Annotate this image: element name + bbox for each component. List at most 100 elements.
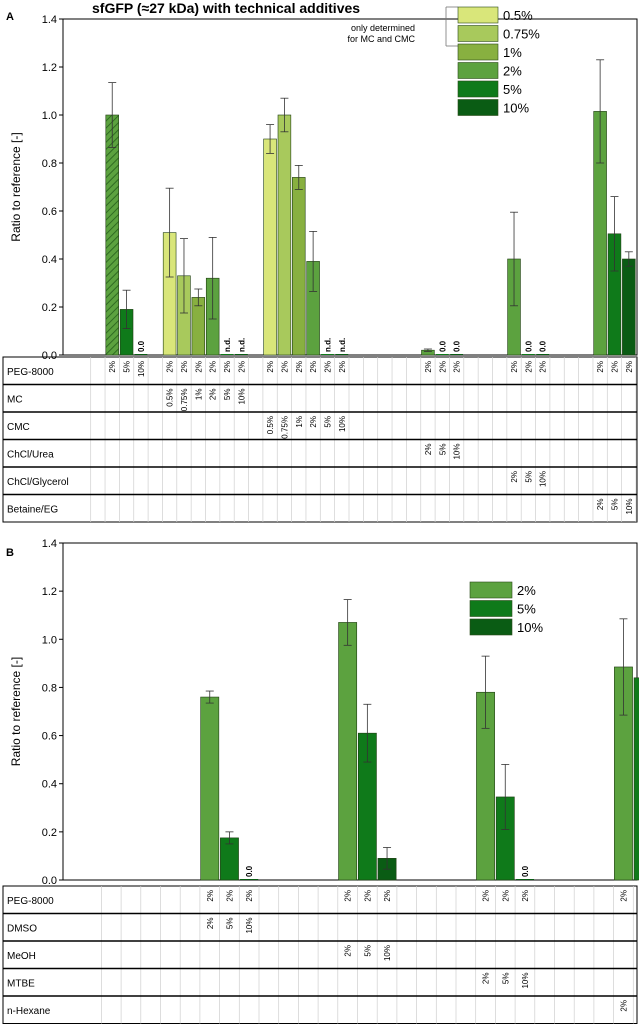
table-cell: 10% (137, 361, 146, 377)
legend-swatch (469, 581, 513, 599)
bar-data-label: n.d. (223, 338, 232, 352)
table-cell: 2% (309, 361, 318, 373)
legend-swatch (469, 618, 513, 636)
table-cell: 10% (625, 499, 634, 515)
table-cell: 2% (619, 890, 628, 902)
bar-data-label: n.d. (323, 338, 332, 352)
table-cell: 2% (108, 361, 117, 373)
y-tick-label: 1.0 (42, 110, 57, 122)
table-cell: 2% (344, 945, 353, 957)
y-axis-label: Ratio to reference [-] (9, 657, 23, 766)
table-cell: 2% (424, 444, 433, 456)
legend-label: 2% (517, 583, 536, 598)
bar (292, 177, 306, 356)
bar-data-label: 0.0 (453, 340, 462, 352)
y-tick-label: 1.4 (42, 538, 57, 550)
table-row-label: ChCl/Glycerol (7, 477, 69, 488)
bar (321, 354, 334, 355)
table-cell: 2% (194, 361, 203, 373)
table-cell: 2% (482, 890, 491, 902)
table-cell: 2% (223, 361, 232, 373)
table-cell: 2% (510, 471, 519, 483)
bar-data-label: 0.0 (137, 340, 146, 352)
table-cell: 2% (166, 361, 175, 373)
table-cell: 10% (383, 945, 392, 961)
chart-title-a: sfGFP (≈27 kDa) with technical additives (92, 0, 360, 16)
bar (633, 677, 639, 881)
legend-label: 10% (503, 101, 529, 116)
table-cell: 5% (223, 389, 232, 401)
table-cell: 5% (501, 973, 510, 985)
y-tick-label: 0.2 (42, 302, 57, 314)
table-cell: 2% (501, 890, 510, 902)
table-cell: 5% (323, 416, 332, 428)
y-tick-label: 1.2 (42, 586, 57, 598)
table-cell: 2% (245, 890, 254, 902)
table-cell: 10% (338, 416, 347, 432)
bar (105, 114, 119, 356)
table-cell: 0.75% (280, 416, 289, 439)
table-cell: 2% (209, 389, 218, 401)
table-row-label: MTBE (7, 978, 35, 989)
legend-label: 1% (503, 45, 522, 60)
table-cell: 5% (225, 918, 234, 930)
legend-label: 5% (517, 602, 536, 617)
table-cell: 5% (438, 444, 447, 456)
table-row-label: ChCl/Urea (7, 449, 54, 460)
table-cell: 2% (338, 361, 347, 373)
table-cell: 2% (323, 361, 332, 373)
y-tick-label: 0.4 (42, 254, 57, 266)
table-cell: 2% (453, 361, 462, 373)
table-cell: 2% (280, 361, 289, 373)
y-tick-label: 1.0 (42, 634, 57, 646)
chart-panel-b: 0.0 0.2 0.4 0.6 0.8 1.0 1.2 1.4 Ratio to referen… (2, 538, 639, 1024)
plot-area (62, 18, 638, 356)
bar-data-label: 0.0 (245, 865, 254, 877)
table-cell: 2% (209, 361, 218, 373)
table-row-label: MeOH (7, 951, 36, 962)
legend-swatch (457, 80, 499, 98)
chart-panel-a: 0.0 0.2 0.4 0.6 0.8 1.0 1.2 1.4 Ratio to referen… (2, 6, 638, 523)
table-cell: 2% (206, 918, 215, 930)
bar (450, 354, 464, 355)
y-tick-label: 0.0 (42, 875, 57, 887)
table-cell: 10% (453, 444, 462, 460)
table-cell: 2% (266, 361, 275, 373)
y-tick-label: 0.0 (42, 350, 57, 362)
bar (277, 114, 292, 356)
table-cell: 2% (539, 361, 548, 373)
legend-label: 10% (517, 620, 543, 635)
table-cell: 2% (225, 890, 234, 902)
bar (536, 354, 550, 355)
table-cell: 2% (521, 890, 530, 902)
table-row-label: CMC (7, 422, 30, 433)
table-cell: 2% (610, 361, 619, 373)
bar (521, 354, 535, 355)
y-tick-label: 0.2 (42, 827, 57, 839)
table-cell: 1% (194, 389, 203, 401)
table-cell: 2% (206, 890, 215, 902)
legend-label: 0.5% (503, 8, 533, 23)
table-cell: 2% (438, 361, 447, 373)
table-row-label: MC (7, 394, 23, 405)
bar (338, 622, 358, 881)
table-cell: 2% (619, 1000, 628, 1012)
table-cell: 5% (610, 499, 619, 511)
legend-label: 0.75% (503, 27, 540, 42)
table-cell: 2% (309, 416, 318, 428)
table-cell: 10% (521, 973, 530, 989)
table-cell: 2% (482, 973, 491, 985)
legend-note: only determined (351, 23, 415, 33)
table-row-label: PEG-8000 (7, 367, 54, 378)
table-cell: 2% (383, 890, 392, 902)
table-cell: 2% (596, 361, 605, 373)
table-cell: 5% (524, 471, 533, 483)
table-frame (2, 885, 638, 1024)
table-row-label: DMSO (7, 923, 37, 934)
table-cell: 10% (539, 471, 548, 487)
legend-note: for MC and CMC (347, 34, 415, 44)
y-tick-label: 1.4 (42, 14, 57, 26)
table-row-label: PEG-8000 (7, 896, 54, 907)
panel-label-a: A (6, 11, 14, 23)
